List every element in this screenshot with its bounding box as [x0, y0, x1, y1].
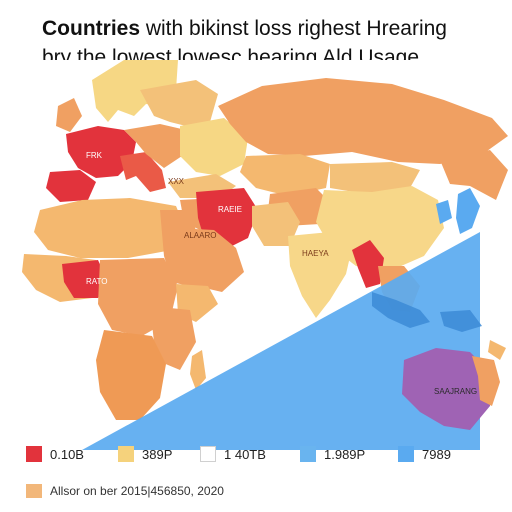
- label-middle-east: RAEIE: [218, 205, 242, 214]
- legend-swatch-2: [118, 446, 134, 462]
- region-new-guinea: [440, 310, 482, 332]
- legend-item-1: 0.10B: [26, 443, 84, 465]
- label-south-asia: HAEYA: [302, 249, 329, 258]
- region-east-africa: [150, 306, 196, 370]
- world-map: FRK XXX RAEIE ALAARO RATO HAEYA SAAJRANG: [0, 60, 512, 450]
- region-central-europe: [124, 124, 188, 168]
- region-nigeria: [62, 260, 108, 298]
- region-bangladesh-myanmar: [352, 240, 384, 288]
- region-egypt-sudan: [160, 210, 210, 288]
- region-indonesia: [372, 292, 430, 328]
- overlay-blue-triangle: [82, 232, 480, 450]
- legend-label-4: 1.989P: [324, 446, 366, 462]
- title-line1-rest: with bikinst loss righest Hrearing: [140, 17, 447, 40]
- legend-label-2: 389P: [142, 446, 173, 462]
- region-iberia: [46, 170, 96, 202]
- region-australia: [402, 348, 490, 430]
- legend-label-1: 0.10B: [50, 446, 84, 462]
- label-north-africa: ALAARO: [184, 231, 216, 240]
- region-india: [288, 232, 352, 318]
- title-bold: Countries: [42, 17, 141, 40]
- legend-swatch-4: [300, 446, 316, 462]
- legend-label-3: 1 40TB: [224, 446, 266, 462]
- label-mediterranean: XXX: [168, 177, 185, 186]
- region-pacific-island: [488, 340, 506, 360]
- legend-swatch-3: [200, 446, 216, 462]
- footer-swatch: [26, 484, 42, 498]
- label-australia: SAAJRANG: [434, 387, 477, 396]
- legend-swatch-5: [398, 446, 414, 462]
- region-russia: [218, 78, 508, 164]
- legend-item-2: 389P: [118, 443, 172, 465]
- region-eastern-europe: [180, 118, 248, 176]
- legend-swatch-1: [26, 446, 42, 462]
- legend-item-4: 1.989P: [300, 443, 365, 465]
- region-australia-east: [472, 356, 500, 406]
- region-western-europe: [66, 126, 136, 178]
- footer-note: Allsor on ber 2015|456850, 2020: [26, 484, 224, 498]
- region-kazakhstan: [240, 154, 330, 196]
- label-europe: FRK: [86, 151, 103, 160]
- region-northern-europe: [140, 80, 218, 126]
- label-west-africa: RATO: [86, 277, 107, 286]
- legend-item-5: 7989: [398, 443, 451, 465]
- legend-item-3: 1 40TB: [200, 443, 266, 465]
- region-southern-africa: [96, 330, 166, 420]
- region-japan: [456, 188, 480, 234]
- region-uk: [56, 98, 82, 132]
- footer-text: Allsor on ber 2015|456850, 2020: [50, 484, 224, 498]
- region-siberia-east: [440, 150, 508, 200]
- region-scandinavia: [92, 60, 178, 122]
- legend: 0.10B 389P 1 40TB 1.989P 7989: [0, 443, 512, 465]
- region-mongolia: [330, 162, 420, 194]
- region-north-africa: [34, 198, 186, 258]
- region-korea: [436, 200, 452, 224]
- region-pakistan-afghanistan: [252, 202, 300, 246]
- region-madagascar: [190, 350, 206, 390]
- region-italy-balkans: [120, 152, 166, 192]
- legend-label-5: 7989: [422, 446, 451, 462]
